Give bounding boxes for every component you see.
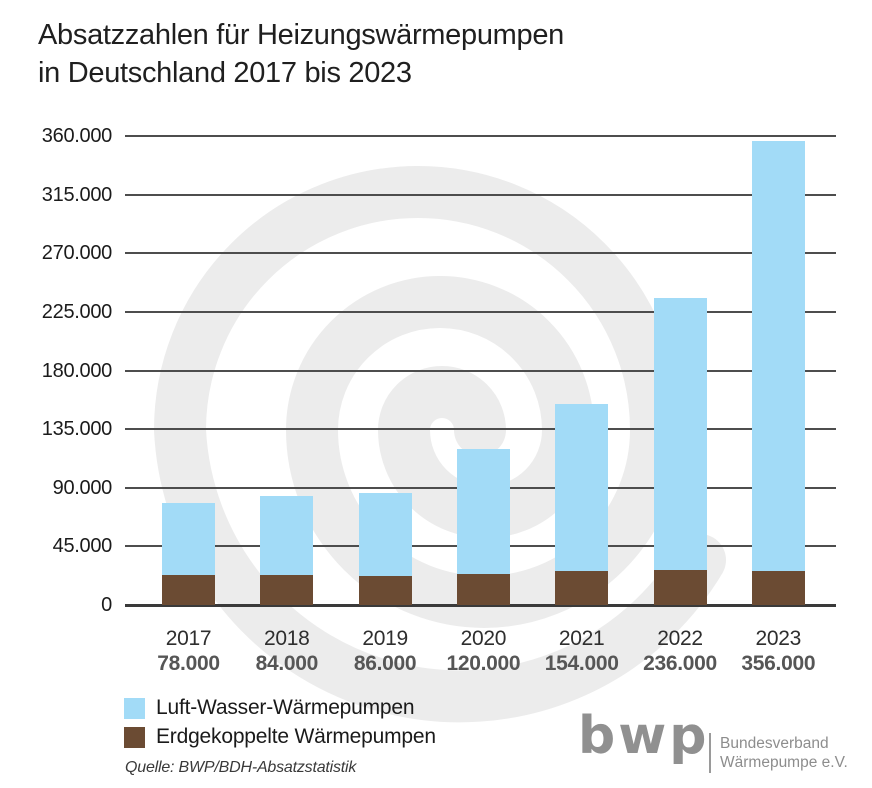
x-label-year: 2020 (460, 627, 507, 650)
bar-segment-air-water (358, 492, 412, 577)
logo-org-name: Bundesverband Wärmepumpe e.V. (720, 735, 848, 772)
bar-2021 (555, 404, 609, 605)
y-tick-label: 270.000 (41, 242, 113, 265)
chart-title-line1: Absatzzahlen für Heizungswärmepumpen (38, 19, 564, 51)
legend-item-air-water: Luft-Wasser-Wärmepumpen (124, 696, 436, 719)
bar-2022 (653, 297, 707, 605)
y-tick-label: 315.000 (41, 183, 113, 206)
legend-item-ground: Erdgekoppelte Wärmepumpen (124, 725, 436, 748)
x-label-total: 356.000 (741, 652, 816, 675)
x-label-total: 236.000 (643, 652, 717, 675)
x-label-total: 84.000 (255, 652, 319, 675)
x-label-year: 2023 (755, 627, 802, 650)
legend-swatch-ground (124, 726, 145, 748)
bar-segment-ground (260, 575, 314, 605)
x-label-year: 2018 (264, 627, 310, 650)
bar-segment-air-water (456, 448, 510, 574)
chart-title-line2: in Deutschland 2017 bis 2023 (38, 57, 412, 89)
gridline (125, 369, 836, 372)
bar-2019 (358, 492, 412, 605)
bar-segment-air-water (555, 404, 609, 572)
x-label-year: 2022 (657, 627, 703, 650)
y-tick-label: 90.000 (52, 476, 113, 499)
x-label-total: 86.000 (353, 652, 417, 675)
x-label-year: 2021 (558, 627, 605, 650)
bar-2023 (751, 141, 805, 605)
y-tick-label: 135.000 (41, 418, 113, 441)
logo-divider (709, 733, 711, 773)
gridline (125, 252, 836, 255)
x-label-total: 154.000 (544, 652, 619, 675)
bar-segment-ground (555, 571, 609, 605)
legend-swatch-air-water (124, 697, 145, 719)
bar-2017 (162, 503, 215, 605)
bar-segment-ground (653, 569, 707, 605)
bar-segment-air-water (162, 503, 215, 576)
bar-2018 (260, 495, 314, 605)
x-axis-line (125, 604, 836, 607)
chart-title: Absatzzahlen für Heizungswärmepumpen in … (38, 16, 564, 92)
bar-segment-air-water (751, 141, 805, 572)
legend-label-ground: Erdgekoppelte Wärmepumpen (156, 725, 436, 748)
bar-segment-air-water (260, 495, 314, 576)
y-tick-label: 45.000 (52, 535, 113, 558)
gridline (125, 135, 836, 137)
gridline (125, 193, 836, 196)
logo-org-line1: Bundesverband (720, 735, 829, 752)
y-tick-label: 360.000 (41, 125, 113, 147)
gridline (125, 428, 836, 431)
bar-segment-ground (456, 573, 510, 605)
legend-label-air-water: Luft-Wasser-Wärmepumpen (156, 696, 415, 719)
x-label-year: 2019 (362, 627, 408, 650)
y-tick-label: 225.000 (41, 300, 113, 323)
bar-segment-ground (751, 571, 805, 605)
source-note: Quelle: BWP/BDH-Absatzstatistik (125, 759, 357, 776)
bar-2020 (456, 448, 510, 605)
y-tick-label: 180.000 (41, 359, 113, 382)
logo-org-line2: Wärmepumpe e.V. (720, 753, 848, 771)
bar-segment-air-water (653, 297, 707, 570)
x-label-total: 120.000 (446, 652, 521, 675)
bar-segment-ground (358, 576, 412, 605)
bar-segment-ground (162, 575, 215, 605)
x-label-year: 2017 (165, 627, 212, 650)
legend: Luft-Wasser-Wärmepumpen Erdgekoppelte Wä… (124, 696, 436, 755)
x-label-total: 78.000 (157, 652, 220, 675)
gridline (125, 310, 836, 313)
bwp-logo-text: bwp (578, 706, 710, 766)
y-tick-label: 0 (101, 594, 112, 616)
bwp-logo: bwp Bundesverband Wärmepumpe e.V. (578, 706, 858, 780)
